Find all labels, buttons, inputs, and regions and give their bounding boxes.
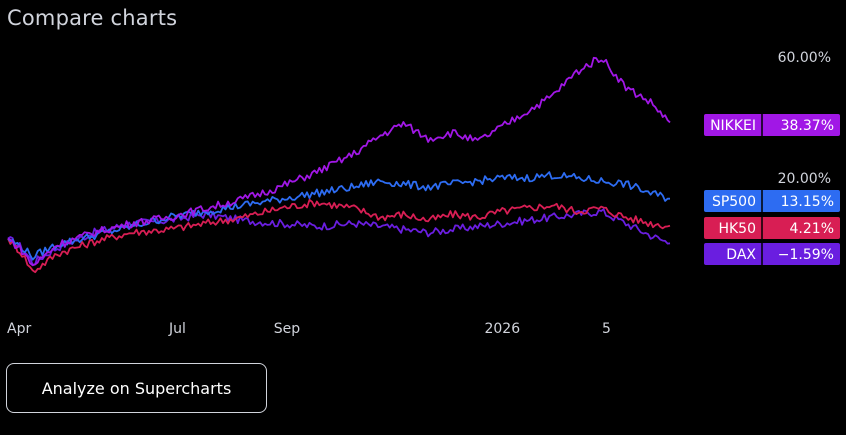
series-line-dax [7, 208, 671, 266]
value-label-hk50: HK50 4.21% [704, 217, 840, 239]
series-last-value: 13.15% [781, 194, 834, 210]
x-tick-label: Jul [168, 321, 186, 337]
series-name-label: NIKKEI [710, 118, 756, 134]
series-last-value: 38.37% [781, 118, 834, 134]
y-tick-label: 60.00% [778, 50, 831, 66]
series-last-value: 4.21% [790, 221, 834, 237]
series-name-label: SP500 [712, 194, 756, 210]
series-line-hk50 [7, 199, 671, 274]
analyze-on-supercharts-button[interactable]: Analyze on Supercharts [6, 363, 267, 413]
series-name-label: DAX [726, 247, 756, 263]
value-label-sp500: SP500 13.15% [704, 190, 840, 212]
value-label-dax: DAX −1.59% [704, 243, 840, 265]
x-tick-label: 2026 [484, 321, 520, 337]
x-axis: Apr Jul Sep 2026 5 [7, 321, 611, 337]
series-line-nikkei [7, 56, 671, 267]
y-tick-label: 20.00% [778, 171, 831, 187]
page-title: Compare charts [7, 6, 178, 30]
x-tick-label: 5 [602, 321, 611, 337]
y-axis: 60.00% 20.00% [778, 50, 831, 187]
series-last-value: −1.59% [778, 247, 834, 263]
series-line-sp500 [7, 171, 670, 261]
series-value-labels: NIKKEI 38.37% SP500 13.15% HK50 4.21% DAX −1.59… [704, 114, 840, 265]
x-tick-label: Sep [274, 321, 301, 337]
x-tick-label: Apr [7, 321, 31, 337]
value-label-nikkei: NIKKEI 38.37% [704, 114, 840, 136]
comparison-line-chart: Apr Jul Sep 2026 5 60.00% 20.00% NIKKEI 38.37%… [7, 50, 840, 337]
series-layer [7, 56, 671, 274]
series-name-label: HK50 [718, 221, 756, 237]
